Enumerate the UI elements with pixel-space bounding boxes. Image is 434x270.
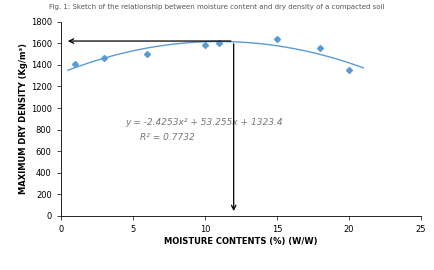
- Y-axis label: MAXIMUM DRY DENSITY (Kg/m³): MAXIMUM DRY DENSITY (Kg/m³): [19, 43, 28, 194]
- Text: R² = 0.7732: R² = 0.7732: [140, 133, 195, 142]
- Text: y = -2.4253x² + 53.255x + 1323.4: y = -2.4253x² + 53.255x + 1323.4: [125, 117, 283, 127]
- Text: Fig. 1: Sketch of the relationship between moisture content and dry density of a: Fig. 1: Sketch of the relationship betwe…: [49, 4, 385, 10]
- X-axis label: MOISTURE CONTENTS (%) (W/W): MOISTURE CONTENTS (%) (W/W): [164, 237, 318, 246]
